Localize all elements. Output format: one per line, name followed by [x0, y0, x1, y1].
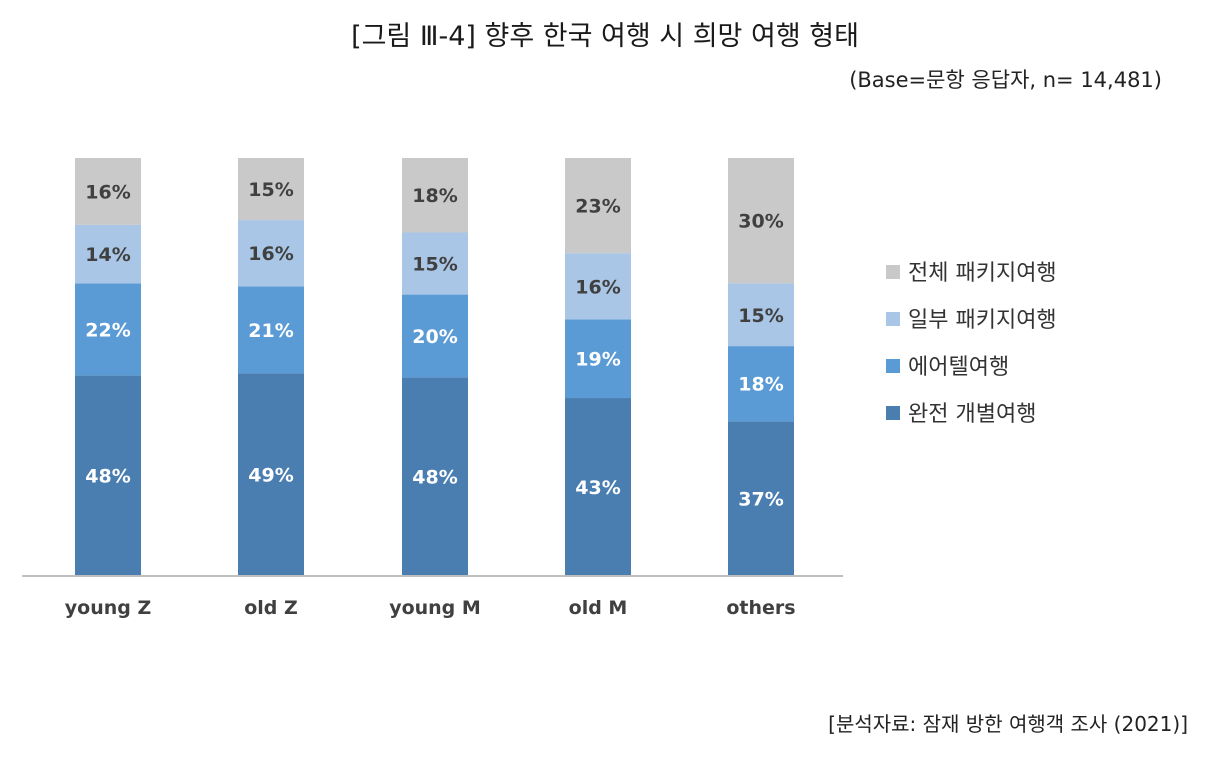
bar-segment: [238, 373, 304, 576]
legend-swatch: [886, 265, 900, 279]
data-label: 16%: [248, 243, 293, 265]
bar-segment: [728, 283, 794, 347]
data-label: 16%: [575, 276, 620, 298]
data-label: 23%: [575, 196, 620, 218]
source-note: [분석자료: 잠재 방한 여행객 조사 (2021)]: [828, 712, 1188, 736]
bar-segment: [238, 158, 304, 221]
category-label: old M: [569, 597, 628, 619]
bar-segment: [565, 319, 631, 399]
data-label: 15%: [248, 179, 293, 201]
data-label: 49%: [248, 465, 293, 487]
bar-segment: [565, 253, 631, 320]
bar-segment: [565, 158, 631, 254]
legend-label: 완전 개별여행: [908, 402, 1036, 427]
bar-segment: [402, 294, 468, 378]
data-label: 37%: [738, 489, 783, 511]
legend-label: 전체 패키지여행: [908, 261, 1057, 286]
legend-swatch: [886, 312, 900, 326]
data-label: 15%: [738, 305, 783, 327]
legend-label: 일부 패키지여행: [908, 308, 1057, 333]
bar-segment: [238, 286, 304, 374]
bar-segment: [238, 220, 304, 287]
bar-segment: [402, 377, 468, 576]
bar-segment: [75, 283, 141, 376]
bar-segment: [565, 398, 631, 576]
data-label: 19%: [575, 349, 620, 371]
data-label: 18%: [412, 185, 457, 207]
category-label: young Z: [65, 597, 151, 619]
bar-segment: [402, 158, 468, 233]
data-label: 20%: [412, 326, 457, 348]
bar-segment: [75, 158, 141, 225]
data-label: 22%: [85, 319, 130, 341]
data-label: 30%: [738, 211, 783, 233]
data-label: 21%: [248, 320, 293, 342]
chart-title: [그림 Ⅲ-4] 향후 한국 여행 시 희망 여행 형태: [351, 21, 859, 52]
category-labels: young Z old Z young M old M others: [65, 597, 796, 619]
category-label: young M: [389, 597, 481, 619]
data-label: 14%: [85, 244, 130, 266]
bars-group: 48% 22% 14% 16% 49% 21% 16% 15% 48% 20% 15% 18% 43% 1…: [75, 158, 794, 576]
bar-segment: [728, 421, 794, 576]
data-label: 18%: [738, 374, 783, 396]
data-label: 43%: [575, 477, 620, 499]
data-label: 15%: [412, 254, 457, 276]
data-label: 48%: [412, 467, 457, 489]
bar-segment: [75, 224, 141, 284]
bar-segment: [402, 232, 468, 295]
legend-swatch: [886, 406, 900, 420]
bar-segment: [728, 346, 794, 422]
chart-subtitle: (Base=문항 응답자, n= 14,481): [849, 68, 1162, 92]
data-label: 16%: [85, 181, 130, 203]
bar-segment: [75, 375, 141, 576]
category-label: old Z: [244, 597, 298, 619]
legend-swatch: [886, 359, 900, 373]
category-label: others: [726, 597, 795, 619]
legend-label: 에어텔여행: [908, 355, 1009, 380]
bar-segment: [728, 158, 794, 284]
data-label: 48%: [85, 466, 130, 488]
